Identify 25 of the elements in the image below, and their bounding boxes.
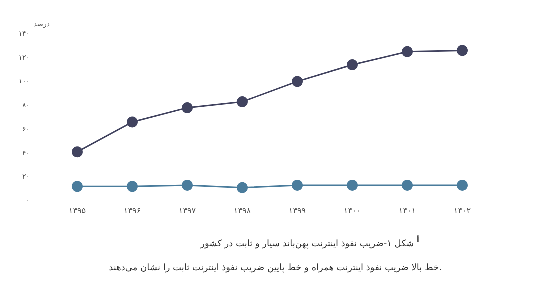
x-tick-label: ۱۳۹۷	[178, 206, 197, 216]
point	[182, 180, 193, 191]
x-tick-label: ۱۳۹۵	[68, 206, 86, 216]
point	[292, 76, 303, 88]
point	[237, 96, 248, 108]
point	[237, 182, 248, 194]
point	[127, 116, 138, 128]
point	[347, 180, 358, 191]
point	[292, 180, 303, 191]
x-tick-label: ۱۳۹۹	[288, 206, 306, 216]
point	[72, 146, 83, 158]
point	[182, 102, 193, 114]
x-tick-label: ۱۴۰۲	[454, 206, 472, 216]
point	[72, 181, 83, 192]
text: خط بالا ضریب نفوذ اینترنت همراه و خط پایین ضریب نفوذ اینترنت ثابت را نشان می‌دهند.	[109, 264, 442, 274]
point	[457, 180, 468, 191]
x-tick-label: ۱۳۹۸	[234, 206, 252, 216]
x-tick-label: ۱۴۰۰	[344, 206, 362, 216]
point	[127, 181, 138, 192]
x-tick-label: ۱۳۹۶	[124, 206, 142, 216]
point	[402, 46, 413, 58]
point	[402, 180, 413, 191]
point	[457, 45, 468, 56]
x-tick-label: ۱۴۰۱	[398, 206, 416, 216]
point	[347, 60, 358, 71]
